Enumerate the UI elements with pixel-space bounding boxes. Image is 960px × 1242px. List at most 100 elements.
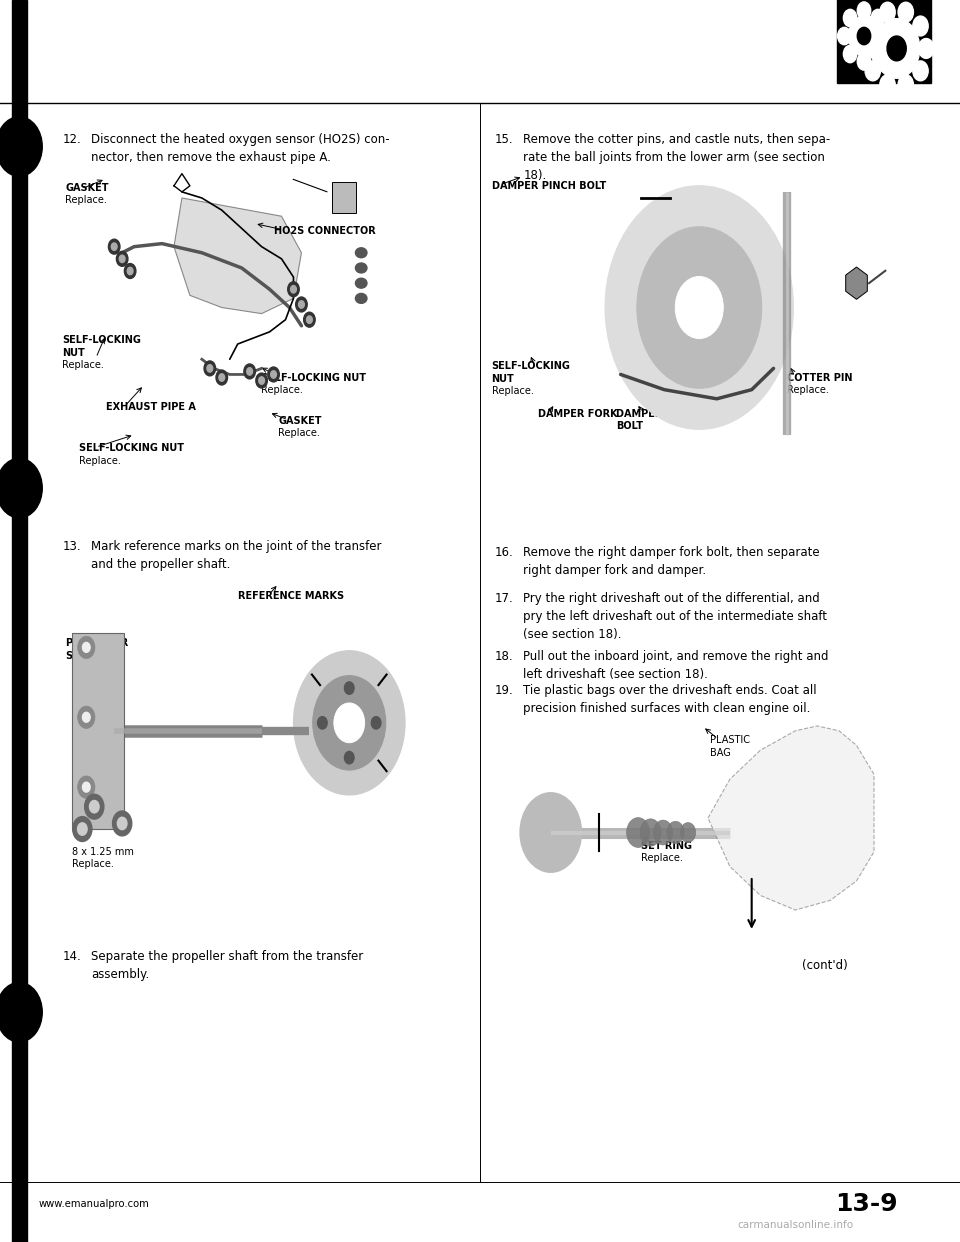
Bar [837, 0, 931, 83]
Circle shape [84, 795, 104, 820]
Circle shape [117, 817, 127, 830]
Text: Replace.: Replace. [261, 385, 303, 395]
Text: (see section 18).: (see section 18). [523, 628, 622, 641]
Circle shape [849, 16, 879, 56]
Text: 13-9: 13-9 [835, 1192, 898, 1216]
Text: DAMPER PINCH BOLT: DAMPER PINCH BOLT [492, 181, 606, 191]
Bar [72, 633, 124, 830]
Ellipse shape [355, 278, 367, 288]
Circle shape [78, 705, 95, 728]
Text: 14.: 14. [62, 950, 82, 963]
Circle shape [258, 376, 265, 384]
Circle shape [207, 365, 213, 373]
Circle shape [913, 61, 928, 81]
Ellipse shape [355, 248, 367, 258]
Circle shape [844, 10, 857, 27]
Circle shape [913, 16, 928, 36]
Text: www.emanualpro.com: www.emanualpro.com [38, 1199, 149, 1208]
Circle shape [73, 817, 92, 842]
Circle shape [681, 822, 696, 842]
Circle shape [880, 75, 896, 94]
Bar [331, 181, 355, 212]
Circle shape [112, 811, 132, 836]
Circle shape [291, 286, 297, 293]
Text: pry the left driveshaft out of the intermediate shaft: pry the left driveshaft out of the inter… [523, 610, 828, 623]
Circle shape [334, 703, 365, 743]
Circle shape [874, 19, 920, 78]
Circle shape [520, 792, 582, 872]
Circle shape [345, 682, 354, 694]
Circle shape [654, 820, 673, 845]
Circle shape [255, 373, 267, 388]
Text: Pry the right driveshaft out of the differential, and: Pry the right driveshaft out of the diff… [523, 592, 820, 605]
Text: 18.: 18. [494, 650, 513, 662]
Bar [62, 161, 461, 466]
Text: SELF-LOCKING NUT: SELF-LOCKING NUT [261, 373, 366, 383]
Circle shape [119, 255, 125, 262]
Text: DAMPER FORK: DAMPER FORK [616, 409, 696, 419]
Text: GASKET: GASKET [65, 183, 108, 193]
Bar [490, 161, 926, 466]
Text: 17.: 17. [494, 592, 514, 605]
Text: SELF-LOCKING NUT: SELF-LOCKING NUT [79, 443, 183, 453]
Circle shape [844, 45, 857, 62]
Text: Remove the cotter pins, and castle nuts, then sepa-: Remove the cotter pins, and castle nuts,… [523, 133, 830, 145]
Circle shape [919, 39, 934, 58]
Text: Replace.: Replace. [492, 386, 534, 396]
Circle shape [865, 61, 880, 81]
Circle shape [116, 251, 128, 266]
Text: BOLT: BOLT [616, 421, 643, 431]
Circle shape [78, 636, 95, 658]
Text: 19.: 19. [494, 684, 514, 697]
Text: 13.: 13. [62, 540, 81, 553]
Circle shape [78, 776, 95, 799]
Circle shape [627, 817, 650, 847]
Circle shape [313, 676, 386, 770]
Circle shape [294, 651, 405, 795]
Circle shape [318, 717, 327, 729]
Text: COTTER PIN: COTTER PIN [787, 373, 852, 383]
Circle shape [247, 368, 252, 375]
Circle shape [345, 751, 354, 764]
Circle shape [675, 277, 723, 339]
Circle shape [306, 315, 312, 323]
Circle shape [78, 822, 87, 835]
Text: 8 x 1.25 mm: 8 x 1.25 mm [72, 847, 133, 857]
Circle shape [880, 2, 896, 22]
Circle shape [219, 374, 225, 381]
Circle shape [288, 282, 300, 297]
Text: 15.: 15. [494, 133, 513, 145]
Circle shape [303, 312, 315, 327]
Circle shape [865, 16, 880, 36]
Circle shape [271, 370, 276, 378]
Circle shape [605, 186, 793, 430]
Circle shape [636, 227, 761, 389]
Circle shape [128, 267, 133, 274]
Ellipse shape [355, 293, 367, 303]
Text: Remove the right damper fork bolt, then separate: Remove the right damper fork bolt, then … [523, 546, 820, 559]
Circle shape [83, 782, 90, 792]
Text: Disconnect the heated oxygen sensor (HO2S) con-: Disconnect the heated oxygen sensor (HO2… [91, 133, 390, 145]
Bar [490, 702, 926, 944]
Circle shape [83, 642, 90, 652]
Circle shape [667, 821, 684, 843]
Bar [62, 578, 461, 857]
Text: 18).: 18). [523, 169, 546, 181]
Text: SELF-LOCKING: SELF-LOCKING [62, 335, 141, 345]
Text: EXHAUST PIPE A: EXHAUST PIPE A [106, 402, 196, 412]
Text: Replace.: Replace. [79, 456, 121, 466]
Text: SET RING: SET RING [641, 841, 692, 851]
Text: BAG: BAG [710, 748, 732, 758]
Text: precision finished surfaces with clean engine oil.: precision finished surfaces with clean e… [523, 703, 810, 715]
Text: Tie plastic bags over the driveshaft ends. Coat all: Tie plastic bags over the driveshaft end… [523, 684, 817, 697]
Polygon shape [708, 725, 874, 910]
Circle shape [898, 75, 913, 94]
Text: and the propeller shaft.: and the propeller shaft. [91, 559, 230, 571]
Circle shape [871, 45, 884, 62]
Circle shape [887, 36, 906, 61]
Text: Replace.: Replace. [787, 385, 829, 395]
Text: Separate the propeller shaft from the transfer: Separate the propeller shaft from the tr… [91, 950, 364, 963]
Circle shape [204, 361, 216, 376]
Text: HO2S CONNECTOR: HO2S CONNECTOR [274, 226, 375, 236]
Circle shape [125, 263, 136, 278]
